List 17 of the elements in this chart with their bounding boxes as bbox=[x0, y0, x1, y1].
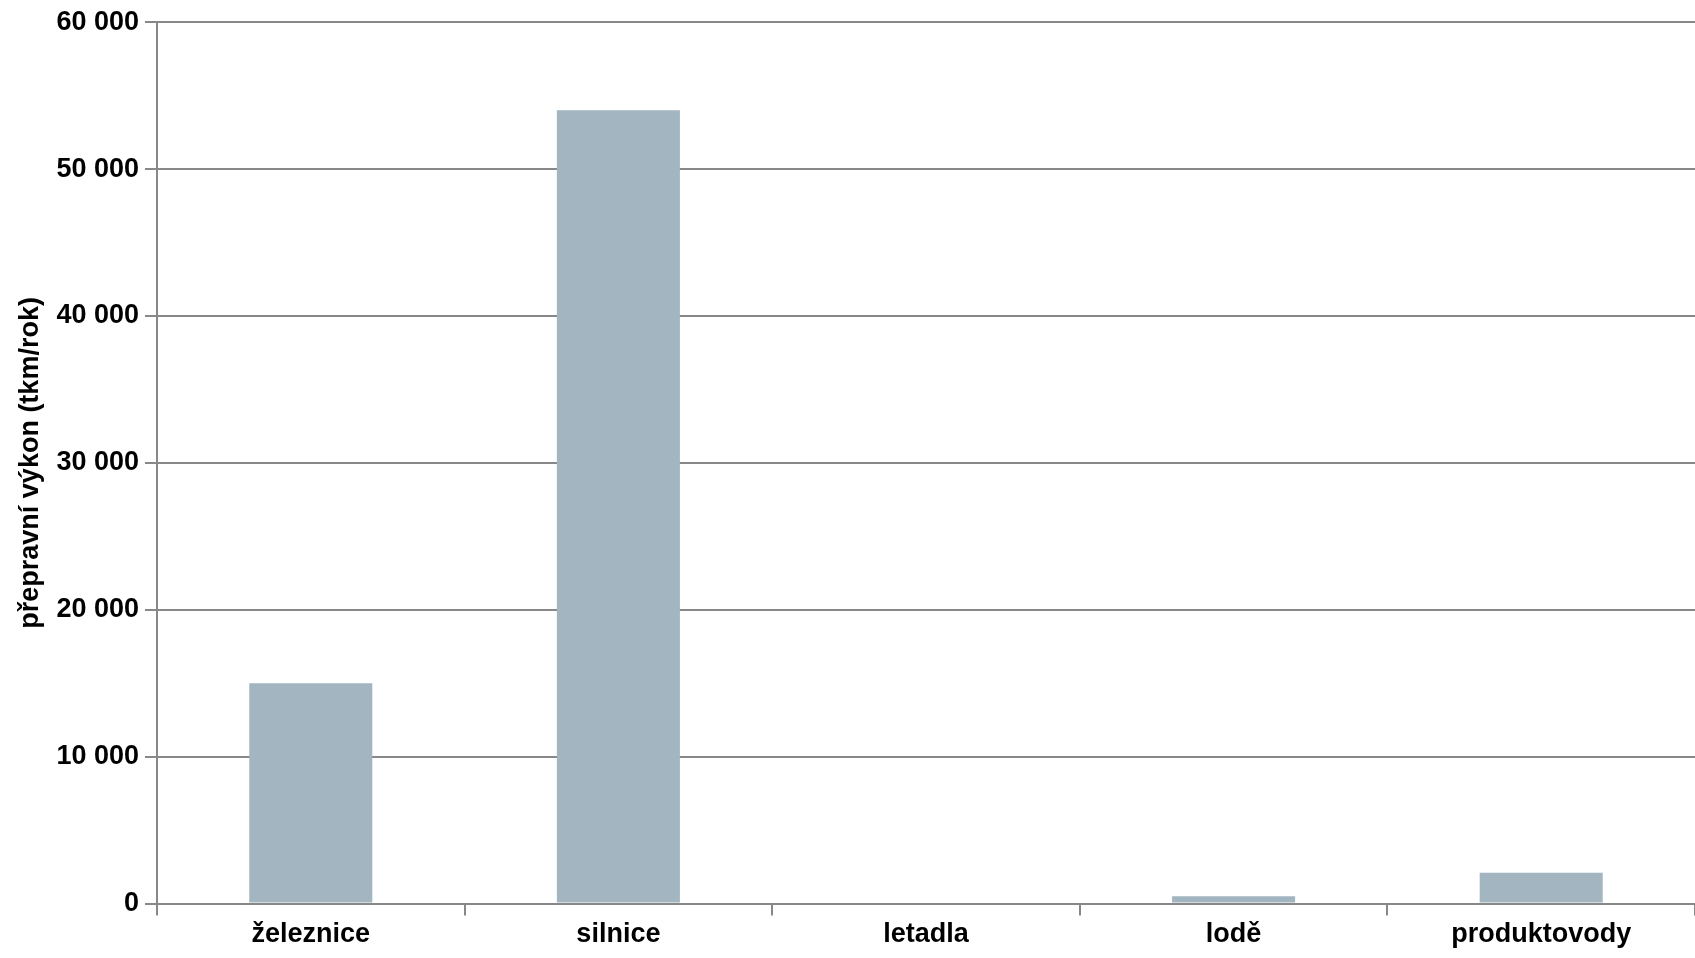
x-tick-label: letadla bbox=[883, 918, 970, 949]
y-tick-label: 50 000 bbox=[56, 152, 139, 183]
bar bbox=[1479, 872, 1603, 903]
bar bbox=[1172, 896, 1296, 903]
y-tick-label: 20 000 bbox=[56, 593, 139, 624]
y-tick-label: 10 000 bbox=[56, 740, 139, 771]
bar bbox=[249, 683, 373, 903]
y-tick-label: 40 000 bbox=[56, 299, 139, 330]
y-axis-title: přepravní výkon (tkm/rok) bbox=[13, 297, 44, 629]
x-tick-label: silnice bbox=[576, 918, 661, 949]
bar bbox=[556, 110, 680, 903]
x-tick-label: železnice bbox=[251, 918, 371, 949]
y-tick-label: 60 000 bbox=[56, 5, 139, 36]
y-tick-label: 30 000 bbox=[56, 446, 139, 477]
y-tick-label: 0 bbox=[123, 887, 139, 918]
x-tick-label: lodě bbox=[1205, 918, 1262, 949]
x-tick-label: produktovody bbox=[1451, 918, 1632, 949]
